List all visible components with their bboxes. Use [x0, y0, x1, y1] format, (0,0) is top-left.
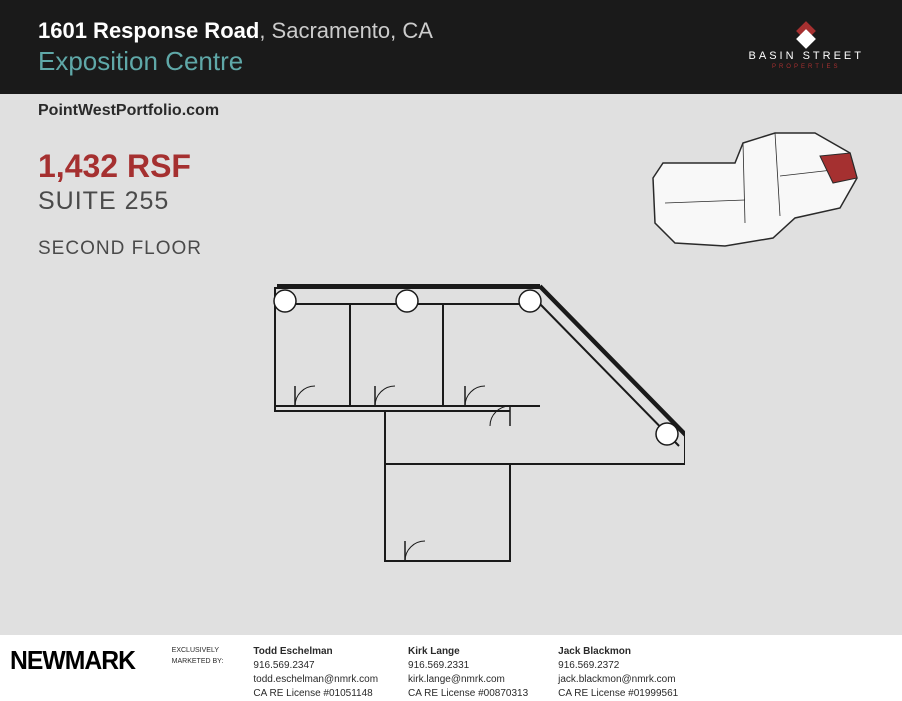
marketed-by-line1: EXCLUSIVELY [172, 645, 224, 656]
contact-phone: 916.569.2372 [558, 659, 678, 673]
contact-phone: 916.569.2331 [408, 659, 528, 673]
contact-email: kirk.lange@nmrk.com [408, 673, 528, 687]
basin-street-logo: BASIN STREET PROPERTIES [749, 24, 864, 70]
marketed-by-line2: MARKETED BY: [172, 656, 224, 667]
column-circle [656, 423, 678, 445]
contact-name: Jack Blackmon [558, 645, 678, 659]
contact-license: CA RE License #00870313 [408, 687, 528, 701]
contact-block-2: Jack Blackmon 916.569.2372 jack.blackmon… [558, 645, 678, 701]
building-name: Exposition Centre [38, 46, 433, 77]
contact-license: CA RE License #01051148 [253, 687, 378, 701]
column-circle [519, 290, 541, 312]
logo-text-main: BASIN STREET [749, 50, 864, 62]
marketed-by-label: EXCLUSIVELY MARKETED BY: [172, 645, 224, 667]
column-circle [274, 290, 296, 312]
footer-bar: NEWMARK EXCLUSIVELY MARKETED BY: Todd Es… [0, 635, 902, 696]
column-circle [396, 290, 418, 312]
contact-license: CA RE License #01999561 [558, 687, 678, 701]
contact-email: jack.blackmon@nmrk.com [558, 673, 678, 687]
contact-name: Todd Eschelman [253, 645, 378, 659]
logo-mark-icon [749, 24, 864, 46]
newmark-logo: NEWMARK [10, 645, 135, 676]
address-line: 1601 Response Road, Sacramento, CA [38, 18, 433, 44]
keyplan-diagram [645, 128, 860, 253]
contact-block-0: Todd Eschelman 916.569.2347 todd.eschelm… [253, 645, 378, 701]
property-road: 1601 Response Road [38, 18, 259, 43]
floorplan-diagram [265, 276, 685, 566]
floorplan-walls [275, 286, 685, 561]
main-content: PointWestPortfolio.com 1,432 RSF SUITE 2… [0, 94, 902, 635]
portfolio-url: PointWestPortfolio.com [38, 94, 864, 120]
contact-email: todd.eschelman@nmrk.com [253, 673, 378, 687]
contact-phone: 916.569.2347 [253, 659, 378, 673]
property-city: , Sacramento, CA [259, 18, 433, 43]
contact-block-1: Kirk Lange 916.569.2331 kirk.lange@nmrk.… [408, 645, 528, 701]
header-bar: 1601 Response Road, Sacramento, CA Expos… [0, 0, 902, 94]
keyplan-outline [653, 133, 857, 246]
logo-text-sub: PROPERTIES [749, 64, 864, 70]
contact-name: Kirk Lange [408, 645, 528, 659]
header-left: 1601 Response Road, Sacramento, CA Expos… [38, 18, 433, 77]
